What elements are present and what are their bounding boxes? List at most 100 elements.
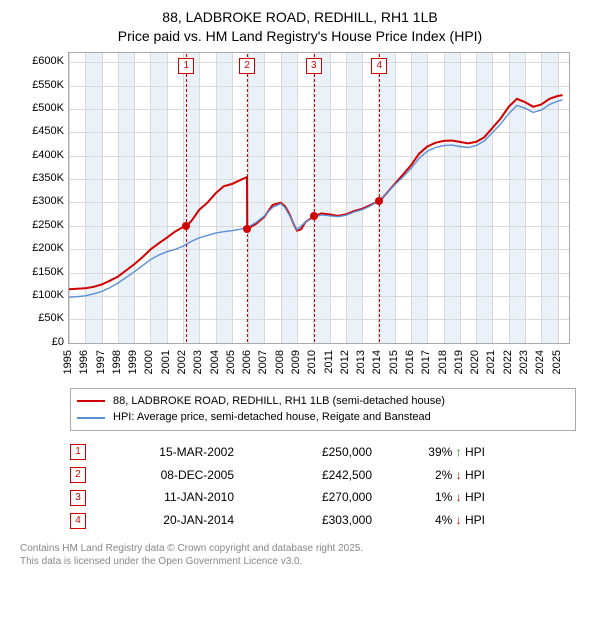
sale-point	[182, 222, 190, 230]
x-tick-label: 2008	[274, 350, 286, 374]
y-tick-label: £50K	[38, 312, 64, 324]
sales-idx: 1	[70, 444, 86, 460]
y-tick-label: £100K	[32, 289, 64, 301]
y-tick-label: £150K	[32, 266, 64, 278]
chart-title-block: 88, LADBROKE ROAD, REDHILL, RH1 1LB Pric…	[0, 0, 600, 48]
sale-point	[310, 212, 318, 220]
x-tick-label: 2007	[257, 350, 269, 374]
x-tick-label: 2003	[192, 350, 204, 374]
x-tick-label: 2025	[551, 350, 563, 374]
y-tick-label: £200K	[32, 242, 64, 254]
x-tick-label: 2014	[371, 350, 383, 374]
series-line-price_paid	[69, 95, 563, 289]
gridline	[69, 343, 569, 344]
y-tick-label: £400K	[32, 149, 64, 161]
x-tick-label: 2019	[453, 350, 465, 374]
x-tick-label: 1997	[95, 350, 107, 374]
x-tick-label: 2005	[225, 350, 237, 374]
sales-price: £242,500	[252, 464, 372, 487]
sales-date: 15-MAR-2002	[104, 441, 234, 464]
arrow-icon: ↓	[456, 464, 462, 487]
footer-line: Contains HM Land Registry data © Crown c…	[20, 542, 580, 555]
x-tick-label: 2021	[485, 350, 497, 374]
marker-line	[314, 54, 315, 342]
sales-idx: 2	[70, 467, 86, 483]
x-tick-label: 2001	[160, 350, 172, 374]
arrow-icon: ↓	[456, 486, 462, 509]
y-axis: £0£50K£100K£150K£200K£250K£300K£350K£400…	[20, 52, 66, 344]
footer-line: This data is licensed under the Open Gov…	[20, 555, 580, 568]
x-tick-label: 2018	[437, 350, 449, 374]
x-tick-label: 2011	[323, 350, 335, 374]
sales-row: 1 15-MAR-2002 £250,000 39% ↑ HPI	[70, 441, 570, 464]
y-tick-label: £0	[52, 336, 64, 348]
x-tick-label: 2000	[143, 350, 155, 374]
sales-diff: 4% ↓ HPI	[390, 509, 485, 532]
x-tick-label: 2020	[469, 350, 481, 374]
x-tick-label: 2023	[518, 350, 530, 374]
x-tick-label: 2022	[502, 350, 514, 374]
x-tick-label: 1998	[111, 350, 123, 374]
y-tick-label: £600K	[32, 55, 64, 67]
y-tick-label: £500K	[32, 102, 64, 114]
sales-price: £270,000	[252, 486, 372, 509]
x-tick-label: 2002	[176, 350, 188, 374]
sales-date: 11-JAN-2010	[104, 486, 234, 509]
sales-date: 08-DEC-2005	[104, 464, 234, 487]
sales-idx: 3	[70, 490, 86, 506]
marker-label: 3	[306, 58, 322, 74]
x-tick-label: 2009	[290, 350, 302, 374]
legend: 88, LADBROKE ROAD, REDHILL, RH1 1LB (sem…	[70, 388, 576, 431]
marker-label: 4	[371, 58, 387, 74]
marker-label: 2	[239, 58, 255, 74]
x-tick-label: 2016	[404, 350, 416, 374]
y-tick-label: £350K	[32, 172, 64, 184]
legend-label: 88, LADBROKE ROAD, REDHILL, RH1 1LB (sem…	[113, 393, 445, 410]
x-tick-label: 2012	[339, 350, 351, 374]
legend-swatch	[77, 400, 105, 402]
series-line-hpi	[69, 100, 563, 297]
sale-point	[243, 225, 251, 233]
title-line-2: Price paid vs. HM Land Registry's House …	[0, 27, 600, 46]
y-tick-label: £550K	[32, 79, 64, 91]
x-tick-label: 2004	[209, 350, 221, 374]
marker-line	[247, 54, 248, 342]
sales-idx: 4	[70, 513, 86, 529]
x-tick-label: 2010	[306, 350, 318, 374]
x-tick-label: 2017	[420, 350, 432, 374]
arrow-icon: ↓	[456, 509, 462, 532]
x-tick-label: 1995	[62, 350, 74, 374]
legend-label: HPI: Average price, semi-detached house,…	[113, 409, 431, 426]
sale-point	[375, 197, 383, 205]
plot-area: 1 2 3 4	[68, 52, 570, 344]
x-tick-label: 1999	[127, 350, 139, 374]
chart: £0 £50K £100K £150K £200K £250K £300K £350K £400…	[20, 52, 580, 382]
sales-row: 4 20-JAN-2014 £303,000 4% ↓ HPI	[70, 509, 570, 532]
x-axis: 1995199619971998199920002001200220032004…	[68, 350, 570, 382]
footer: Contains HM Land Registry data © Crown c…	[20, 542, 580, 568]
x-tick-label: 2006	[241, 350, 253, 374]
y-tick-label: £450K	[32, 125, 64, 137]
sales-diff: 2% ↓ HPI	[390, 464, 485, 487]
sales-table: 1 15-MAR-2002 £250,000 39% ↑ HPI 2 08-DEC-200…	[70, 441, 570, 532]
marker-line	[186, 54, 187, 342]
sales-row: 2 08-DEC-2005 £242,500 2% ↓ HPI	[70, 464, 570, 487]
marker-label: 1	[178, 58, 194, 74]
title-line-1: 88, LADBROKE ROAD, REDHILL, RH1 1LB	[0, 8, 600, 27]
legend-row: HPI: Average price, semi-detached house,…	[77, 409, 569, 426]
legend-swatch	[77, 417, 105, 419]
sales-price: £250,000	[252, 441, 372, 464]
y-tick-label: £250K	[32, 219, 64, 231]
sales-diff: 1% ↓ HPI	[390, 486, 485, 509]
x-tick-label: 1996	[78, 350, 90, 374]
sales-price: £303,000	[252, 509, 372, 532]
arrow-icon: ↑	[456, 441, 462, 464]
y-tick-label: £300K	[32, 195, 64, 207]
sales-date: 20-JAN-2014	[104, 509, 234, 532]
sales-diff: 39% ↑ HPI	[390, 441, 485, 464]
sales-row: 3 11-JAN-2010 £270,000 1% ↓ HPI	[70, 486, 570, 509]
x-tick-label: 2013	[355, 350, 367, 374]
legend-row: 88, LADBROKE ROAD, REDHILL, RH1 1LB (sem…	[77, 393, 569, 410]
x-tick-label: 2024	[534, 350, 546, 374]
x-tick-label: 2015	[388, 350, 400, 374]
